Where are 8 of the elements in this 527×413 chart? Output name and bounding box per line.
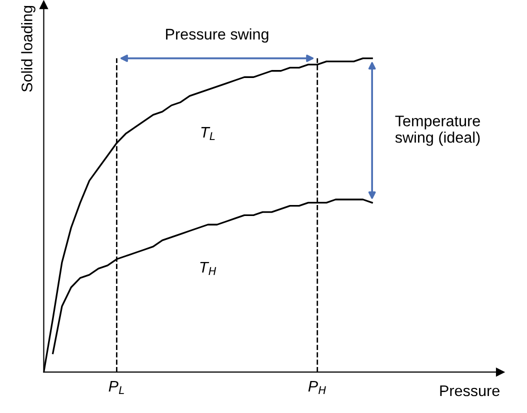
text: Pressure swing <box>166 28 268 43</box>
text: Temperature swing (ideal) <box>395 116 480 146</box>
x-tick-label: P$_{L}$ <box>108 380 124 394</box>
text: T$_{H}$ <box>200 262 216 275</box>
text: T$_{L}$ <box>201 127 215 140</box>
x-axis-title: Pressure <box>440 386 500 396</box>
x-tick-label: P$_{H}$ <box>308 380 326 394</box>
y-axis-title: Solid loading <box>21 6 36 92</box>
